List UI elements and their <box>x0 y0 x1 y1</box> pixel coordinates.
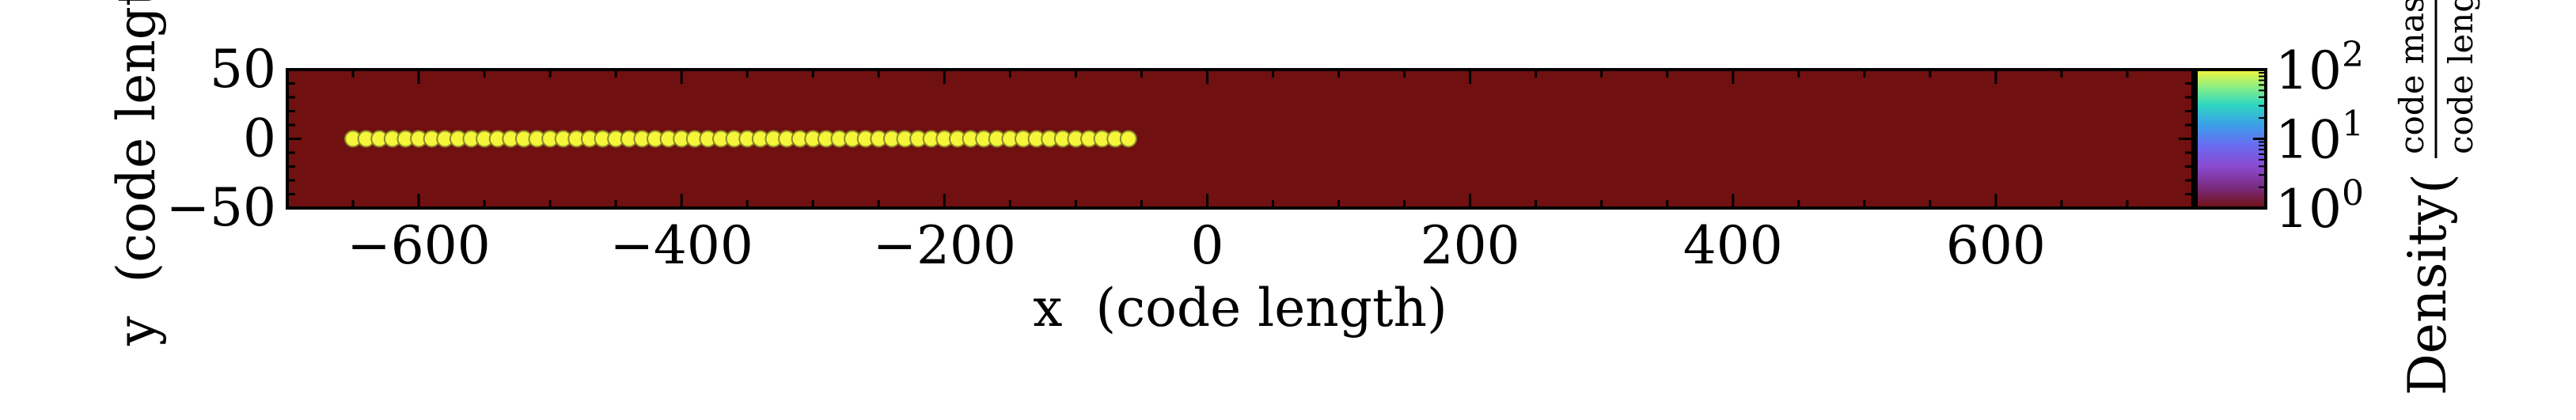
x-tick-label: −400 <box>610 215 753 276</box>
colorbar-label: Density ( code mass code length <box>2392 0 2480 395</box>
colorbar-tick-label: 102 <box>2275 35 2364 101</box>
data-point-59 <box>1119 130 1137 148</box>
x-tick-label: −200 <box>873 215 1016 276</box>
x-ticks: −600 −400 −200 0 200 400 600 <box>286 70 2195 276</box>
colorbar-unit-denominator: code length <box>2441 0 2480 154</box>
colorbar-tick-label: 101 <box>2275 104 2364 171</box>
x-axis-label: x (code length) <box>1033 278 1447 339</box>
colorbar-label-prefix: Density <box>2397 195 2458 395</box>
x-tick-label: 0 <box>1190 215 1224 276</box>
colorbar-minor-ticks <box>2259 72 2266 188</box>
x-tick-label: 400 <box>1683 215 1783 276</box>
y-ticks: 50 0 −50 <box>166 39 2193 238</box>
y-tick-label: −50 <box>166 177 276 238</box>
x-tick-label: −600 <box>347 215 490 276</box>
y-tick-label: 0 <box>243 108 276 169</box>
colorbar-label-paren: ( <box>2402 173 2463 194</box>
x-tick-label: 200 <box>1421 215 1520 276</box>
x-tick-label: 600 <box>1946 215 2046 276</box>
y-axis-label: y (code length) <box>106 0 167 346</box>
colorbar-unit-numerator: code mass <box>2392 0 2431 154</box>
data-points <box>344 130 1137 148</box>
plot-area: −600 −400 −200 0 200 400 600 50 0 −50 <box>166 39 2195 276</box>
colorbar-tick-label: 100 <box>2275 173 2364 240</box>
y-tick-label: 50 <box>210 39 276 100</box>
